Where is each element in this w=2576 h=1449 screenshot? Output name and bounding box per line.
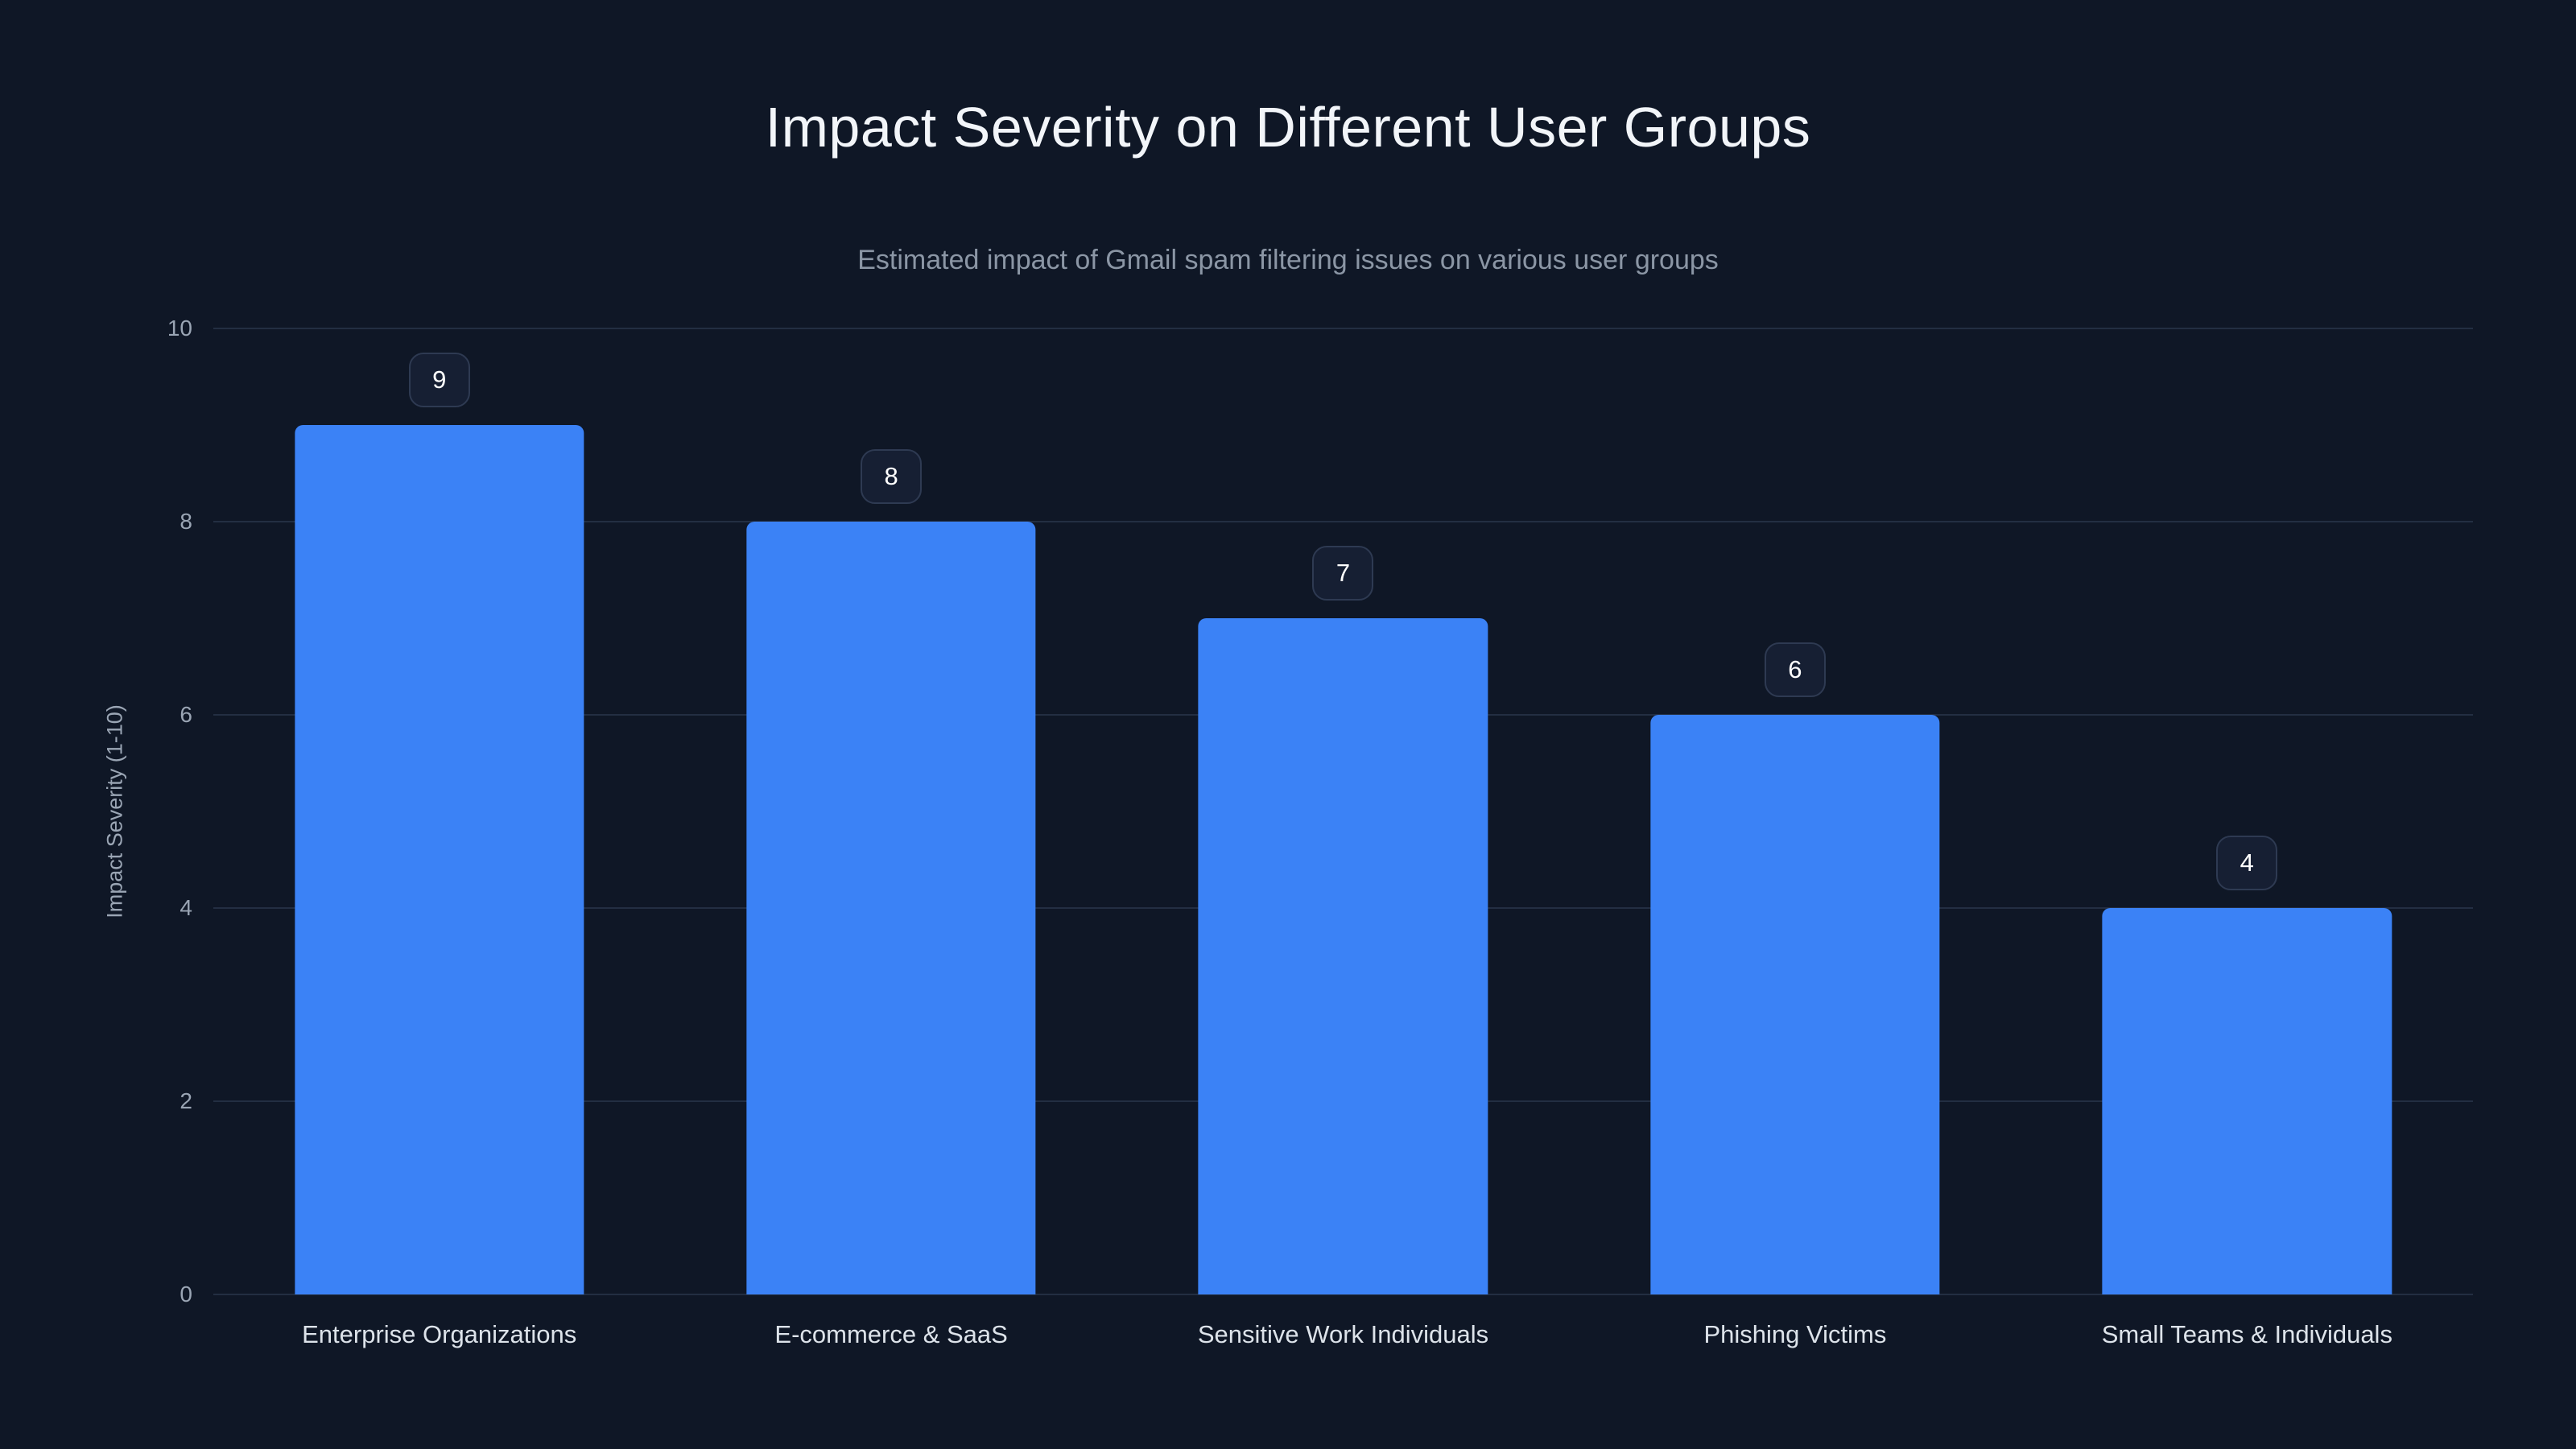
chart-title: Impact Severity on Different User Groups [765,96,1811,159]
x-axis-labels: Enterprise Organizations E-commerce & Saa… [213,1320,2473,1349]
y-tick-label: 4 [180,895,192,920]
bar-slot: 6 [1569,328,2021,1294]
bar [746,522,1036,1294]
bar [2102,908,2392,1294]
y-axis-title: Impact Severity (1-10) [102,704,127,919]
gridline [213,1294,2473,1295]
bar [1650,715,1940,1294]
bar [295,425,584,1294]
x-category-label: Phishing Victims [1703,1320,1887,1348]
bar-slot: 9 [213,328,665,1294]
plot-area: 0 2 4 6 8 10 9 8 7 6 4 [167,317,2473,1306]
y-tick-label: 0 [180,1282,192,1307]
x-category-label: Enterprise Organizations [302,1320,577,1348]
bar [1198,618,1488,1294]
x-category-label: Sensitive Work Individuals [1197,1320,1489,1348]
gridline [213,521,2473,522]
chart-subtitle: Estimated impact of Gmail spam filtering… [857,245,1719,275]
gridline [213,328,2473,329]
x-category-label: Small Teams & Individuals [2101,1320,2392,1348]
y-tick-label: 2 [180,1088,192,1113]
y-tick-label: 10 [167,316,192,341]
bar-value-badge: 7 [1312,546,1374,601]
y-tick-label: 6 [180,702,192,727]
bar-value-badge: 8 [861,449,923,504]
y-tick-label: 8 [180,509,192,534]
bar-slot: 4 [2021,328,2473,1294]
bar-slot: 8 [665,328,1117,1294]
bar-value-badge: 9 [408,353,470,407]
x-category-label: E-commerce & SaaS [774,1320,1008,1348]
bar-slot: 7 [1117,328,1569,1294]
bar-value-badge: 4 [2216,836,2278,890]
bar-value-badge: 6 [1764,642,1826,697]
